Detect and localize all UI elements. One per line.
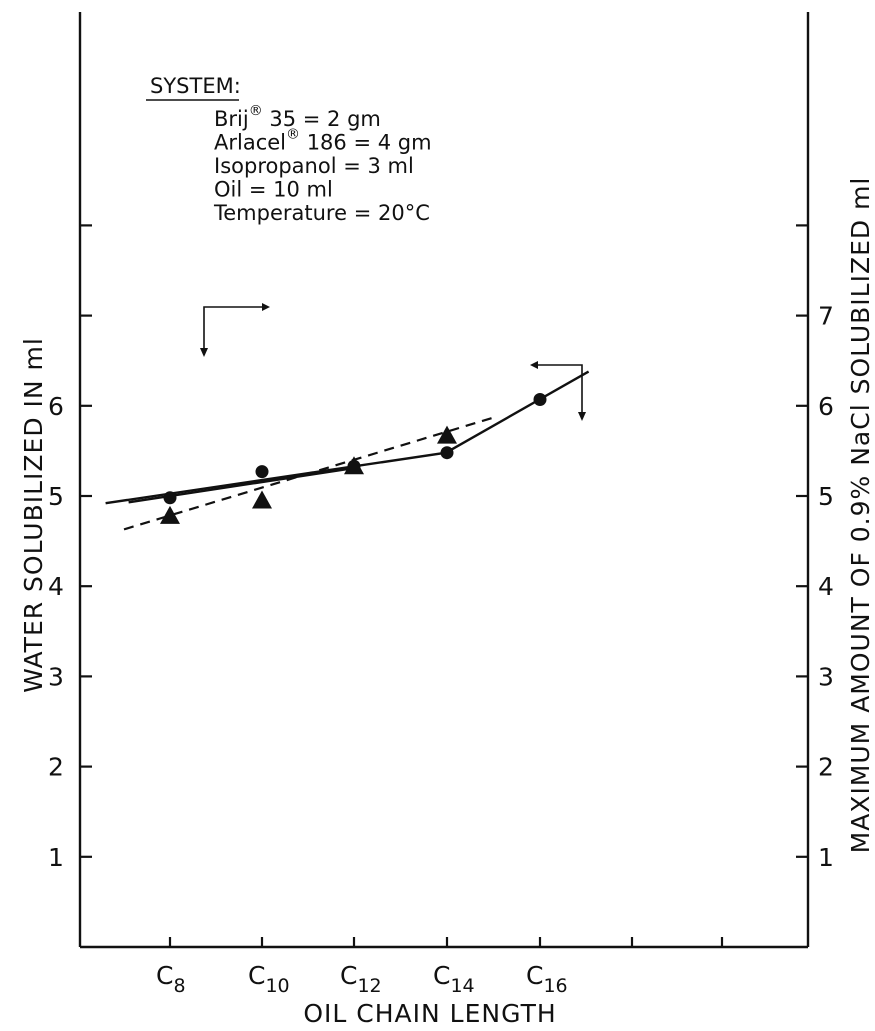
left-y-tick-label: 2 [48,753,64,782]
left-y-axis-title: WATER SOLUBILIZED IN ml [19,337,48,693]
circle-data-point [440,446,454,460]
right-y-tick-label: 6 [818,392,834,421]
annotation-line: Oil = 10 ml [214,178,333,202]
left-y-tick-label: 3 [48,662,64,691]
right-y-tick-label: 4 [818,572,834,601]
triangle-data-point [437,425,457,444]
arrow-head-down-2 [578,412,586,421]
x-tick-label: C10 [248,961,290,997]
arrow-head-right [262,303,270,311]
right-y-tick-label: 7 [818,302,834,331]
annotation-line: Isopropanol = 3 ml [214,154,414,178]
x-axis-title: OIL CHAIN LENGTH [303,999,556,1028]
arrow-head-left [530,361,538,369]
arrow-head-down [200,348,208,357]
x-tick-label: C8 [156,961,186,997]
annotation-line: Arlacel® 186 = 4 gm [214,127,432,155]
triangle-data-point [252,490,272,509]
right-y-axis-title: MAXIMUM AMOUNT OF 0.9% NaCl SOLUBILIZED … [846,177,875,854]
circle-data-point [533,392,547,406]
triangle-series-fit-line [123,415,497,531]
right-y-tick-label: 2 [818,753,834,782]
left-axis-indicator-arrow [534,364,583,418]
circle-data-point [163,491,177,505]
data-marks [160,392,547,524]
circle-series-fit-overlap [128,466,355,504]
fit-lines [105,370,590,531]
circle-series-fit-line [105,370,590,505]
left-y-tick-label: 5 [48,482,64,511]
x-tick-label: C14 [433,961,475,997]
right-y-tick-label: 1 [818,843,834,872]
axis-ticks: 1 2 3 4 5 6 1 2 3 4 5 6 7 C8 C10 C12 C14 C16 [48,224,834,997]
plot-frame [78,12,810,949]
left-y-tick-label: 4 [48,572,64,601]
annotation-line: Temperature = 20°C [213,201,430,225]
triangle-data-point [160,505,180,524]
annotation-heading: SYSTEM: [150,74,241,98]
right-y-tick-label: 5 [818,482,834,511]
right-axis-indicator-arrow [203,306,268,355]
right-y-tick-label: 3 [818,662,834,691]
x-tick-label: C12 [340,961,382,997]
annotation-line: Brij® 35 = 2 gm [214,103,381,131]
left-y-tick-label: 1 [48,843,64,872]
x-tick-label: C16 [526,961,568,997]
circle-data-point [255,465,269,479]
axis-indicator-arrows [200,303,586,421]
left-y-tick-label: 6 [48,392,64,421]
triangle-data-point [344,456,364,475]
